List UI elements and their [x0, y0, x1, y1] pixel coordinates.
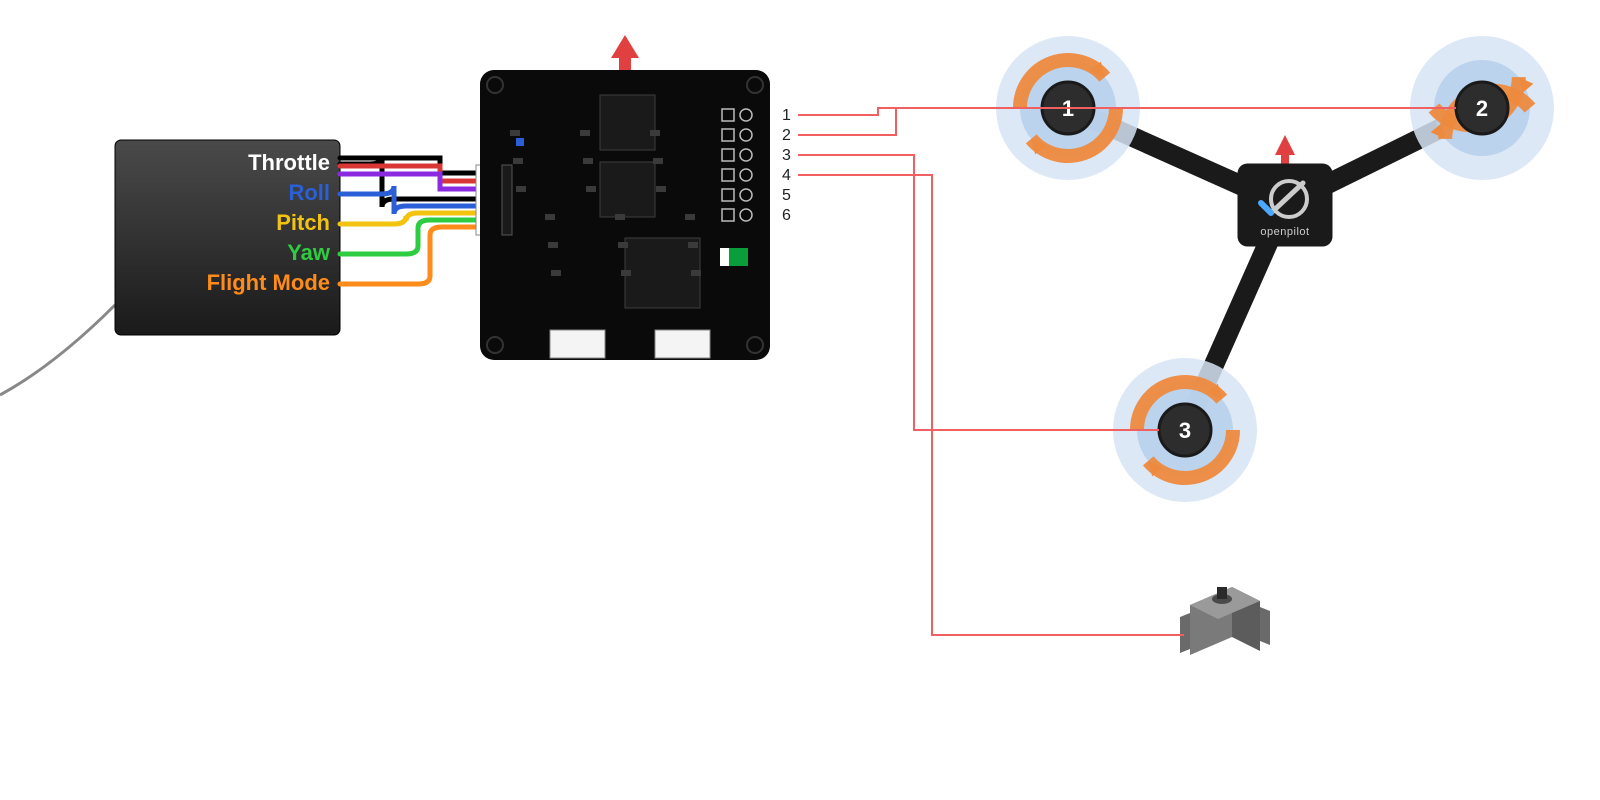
pin-label: 1 — [782, 107, 791, 124]
rx-channel-label: Roll — [288, 180, 330, 205]
tail-servo — [1180, 587, 1270, 655]
pin-label: 3 — [782, 147, 791, 164]
rx-channel-label: Pitch — [276, 210, 330, 235]
motor-label: 3 — [1179, 418, 1191, 443]
flight-controller: 1 2 3 4 5 6 — [480, 35, 791, 360]
rx-channel-label: Flight Mode — [207, 270, 330, 295]
antenna — [0, 305, 115, 395]
hub-logo-text: openpilot — [1260, 226, 1309, 238]
tricopter: openpilot123 — [996, 36, 1554, 655]
fc-forward-arrow — [611, 35, 639, 72]
pin-label: 5 — [782, 187, 791, 204]
pin-label: 6 — [782, 207, 791, 224]
signal-wire — [798, 155, 1159, 430]
rx-channel-label: Yaw — [287, 240, 331, 265]
signal-wires — [798, 108, 1456, 635]
pin-label: 4 — [782, 167, 791, 184]
receiver: Throttle Roll Pitch Yaw Flight Mode — [0, 140, 340, 395]
motor-label: 2 — [1476, 96, 1488, 121]
rx-channel-label: Throttle — [248, 150, 330, 175]
pin-label: 2 — [782, 127, 791, 144]
